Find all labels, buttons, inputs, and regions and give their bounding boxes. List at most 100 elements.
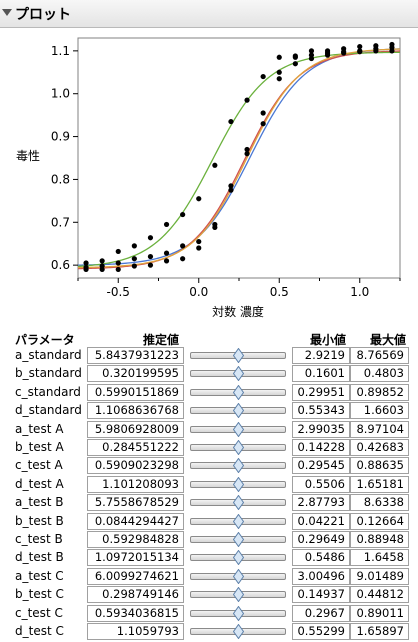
estimate-field[interactable]: 0.320199595 [87,365,184,383]
max-field[interactable]: 1.65181 [350,475,409,493]
estimate-field[interactable]: 6.0099274621 [87,567,184,585]
max-field[interactable]: 0.4803 [350,365,409,383]
slider-thumb-icon[interactable] [233,440,244,455]
slider-thumb-icon[interactable] [233,513,244,529]
estimate-field[interactable]: 0.5934036815 [87,604,184,622]
max-field[interactable]: 0.12664 [350,512,409,530]
min-field[interactable]: 0.55299 [292,623,350,640]
table-row: c_standard 0.5990151869 0.29951 0.89852 [0,383,418,402]
slider-thumb-icon[interactable] [233,605,244,621]
slider-thumb-icon[interactable] [233,421,244,437]
param-slider[interactable] [190,587,286,603]
min-field[interactable]: 3.00496 [292,567,350,585]
param-name: c_test B [15,532,63,546]
plot-frame [77,37,401,279]
data-point [196,245,202,251]
slider-thumb-icon[interactable] [233,458,244,474]
estimate-field[interactable]: 5.7558678529 [87,494,184,512]
estimate-field[interactable]: 1.0972015134 [87,549,184,567]
min-field[interactable]: 2.9219 [292,347,350,364]
max-field[interactable]: 0.88635 [350,457,409,475]
max-field[interactable]: 0.42683 [350,439,409,456]
estimate-field[interactable]: 5.9806928009 [87,420,184,438]
param-slider[interactable] [190,532,286,547]
param-slider[interactable] [190,348,286,363]
estimate-field[interactable]: 0.284551222 [87,439,184,456]
max-field[interactable]: 8.6338 [350,494,409,512]
slider-thumb-icon[interactable] [233,384,244,400]
param-slider[interactable] [190,366,286,382]
min-field[interactable]: 0.14937 [292,586,350,604]
data-point [163,221,170,228]
min-field[interactable]: 0.29951 [292,383,350,401]
max-field[interactable]: 8.97104 [350,420,409,438]
disclosure-triangle-icon[interactable] [2,9,12,16]
param-slider[interactable] [190,384,286,400]
estimate-field[interactable]: 5.8437931223 [87,347,184,364]
data-point [341,50,347,56]
param-slider[interactable] [190,568,286,584]
estimate-field[interactable]: 0.298749146 [87,586,184,604]
data-point [324,52,331,58]
min-field[interactable]: 0.29545 [292,457,350,475]
min-field[interactable]: 0.29649 [292,531,350,548]
slider-thumb-icon[interactable] [233,366,244,382]
slider-thumb-icon[interactable] [233,532,244,547]
param-slider[interactable] [190,550,286,566]
max-field[interactable]: 1.6603 [350,402,409,420]
param-name: a_test B [15,495,64,510]
estimate-field[interactable]: 0.0844294427 [87,512,184,530]
param-slider[interactable] [190,624,286,639]
min-header: 最小値 [310,333,347,347]
estimate-field[interactable]: 0.5990151869 [87,383,184,401]
slider-thumb-icon[interactable] [233,550,244,566]
slider-thumb-icon[interactable] [233,495,244,511]
min-field[interactable]: 0.04221 [292,512,350,530]
estimate-field[interactable]: 1.101208093 [87,475,184,493]
max-field[interactable]: 1.65897 [350,623,409,640]
max-field[interactable]: 0.88948 [350,531,409,548]
min-field[interactable]: 2.99035 [292,420,350,438]
max-field[interactable]: 0.89011 [350,604,409,622]
max-field[interactable]: 0.44812 [350,586,409,604]
param-slider[interactable] [190,605,286,621]
data-point [276,76,282,82]
slider-thumb-icon[interactable] [233,568,244,584]
max-field[interactable]: 1.6458 [350,549,409,567]
param-slider[interactable] [190,495,286,511]
data-point [260,73,266,80]
estimate-field[interactable]: 1.1068636768 [87,402,184,420]
slider-thumb-icon[interactable] [233,348,244,363]
slider-thumb-icon[interactable] [233,624,244,639]
x-tick-label: -0.5 [107,285,130,299]
max-field[interactable]: 0.89852 [350,383,409,401]
min-field[interactable]: 0.14228 [292,439,350,456]
min-field[interactable]: 0.5506 [292,475,350,493]
slider-thumb-icon[interactable] [233,403,244,419]
param-slider[interactable] [190,440,286,455]
param-name: b_standard [15,366,82,381]
estimate-field[interactable]: 0.592984828 [87,531,184,548]
plot-title-bar[interactable]: プロット [0,0,418,28]
estimate-field[interactable]: 0.5909023298 [87,457,184,475]
slider-thumb-icon[interactable] [233,476,244,492]
estimate-field[interactable]: 1.1059793 [87,623,184,640]
min-field[interactable]: 2.87793 [292,494,350,512]
min-field[interactable]: 0.2967 [292,604,350,622]
table-row: c_test A 0.5909023298 0.29545 0.88635 [0,457,418,475]
param-slider[interactable] [190,403,286,419]
slider-thumb-icon[interactable] [233,587,244,603]
param-slider[interactable] [190,476,286,492]
max-field[interactable]: 8.76569 [350,347,409,364]
data-point [212,224,218,231]
param-slider[interactable] [190,421,286,437]
max-field[interactable]: 9.01489 [350,567,409,585]
min-field[interactable]: 0.5486 [292,549,350,567]
param-name: d_standard [15,403,82,418]
param-slider[interactable] [190,513,286,529]
panel-title: プロット [15,7,71,23]
param-slider[interactable] [190,458,286,474]
data-point [244,146,250,153]
min-field[interactable]: 0.55343 [292,402,350,420]
min-field[interactable]: 0.1601 [292,365,350,383]
